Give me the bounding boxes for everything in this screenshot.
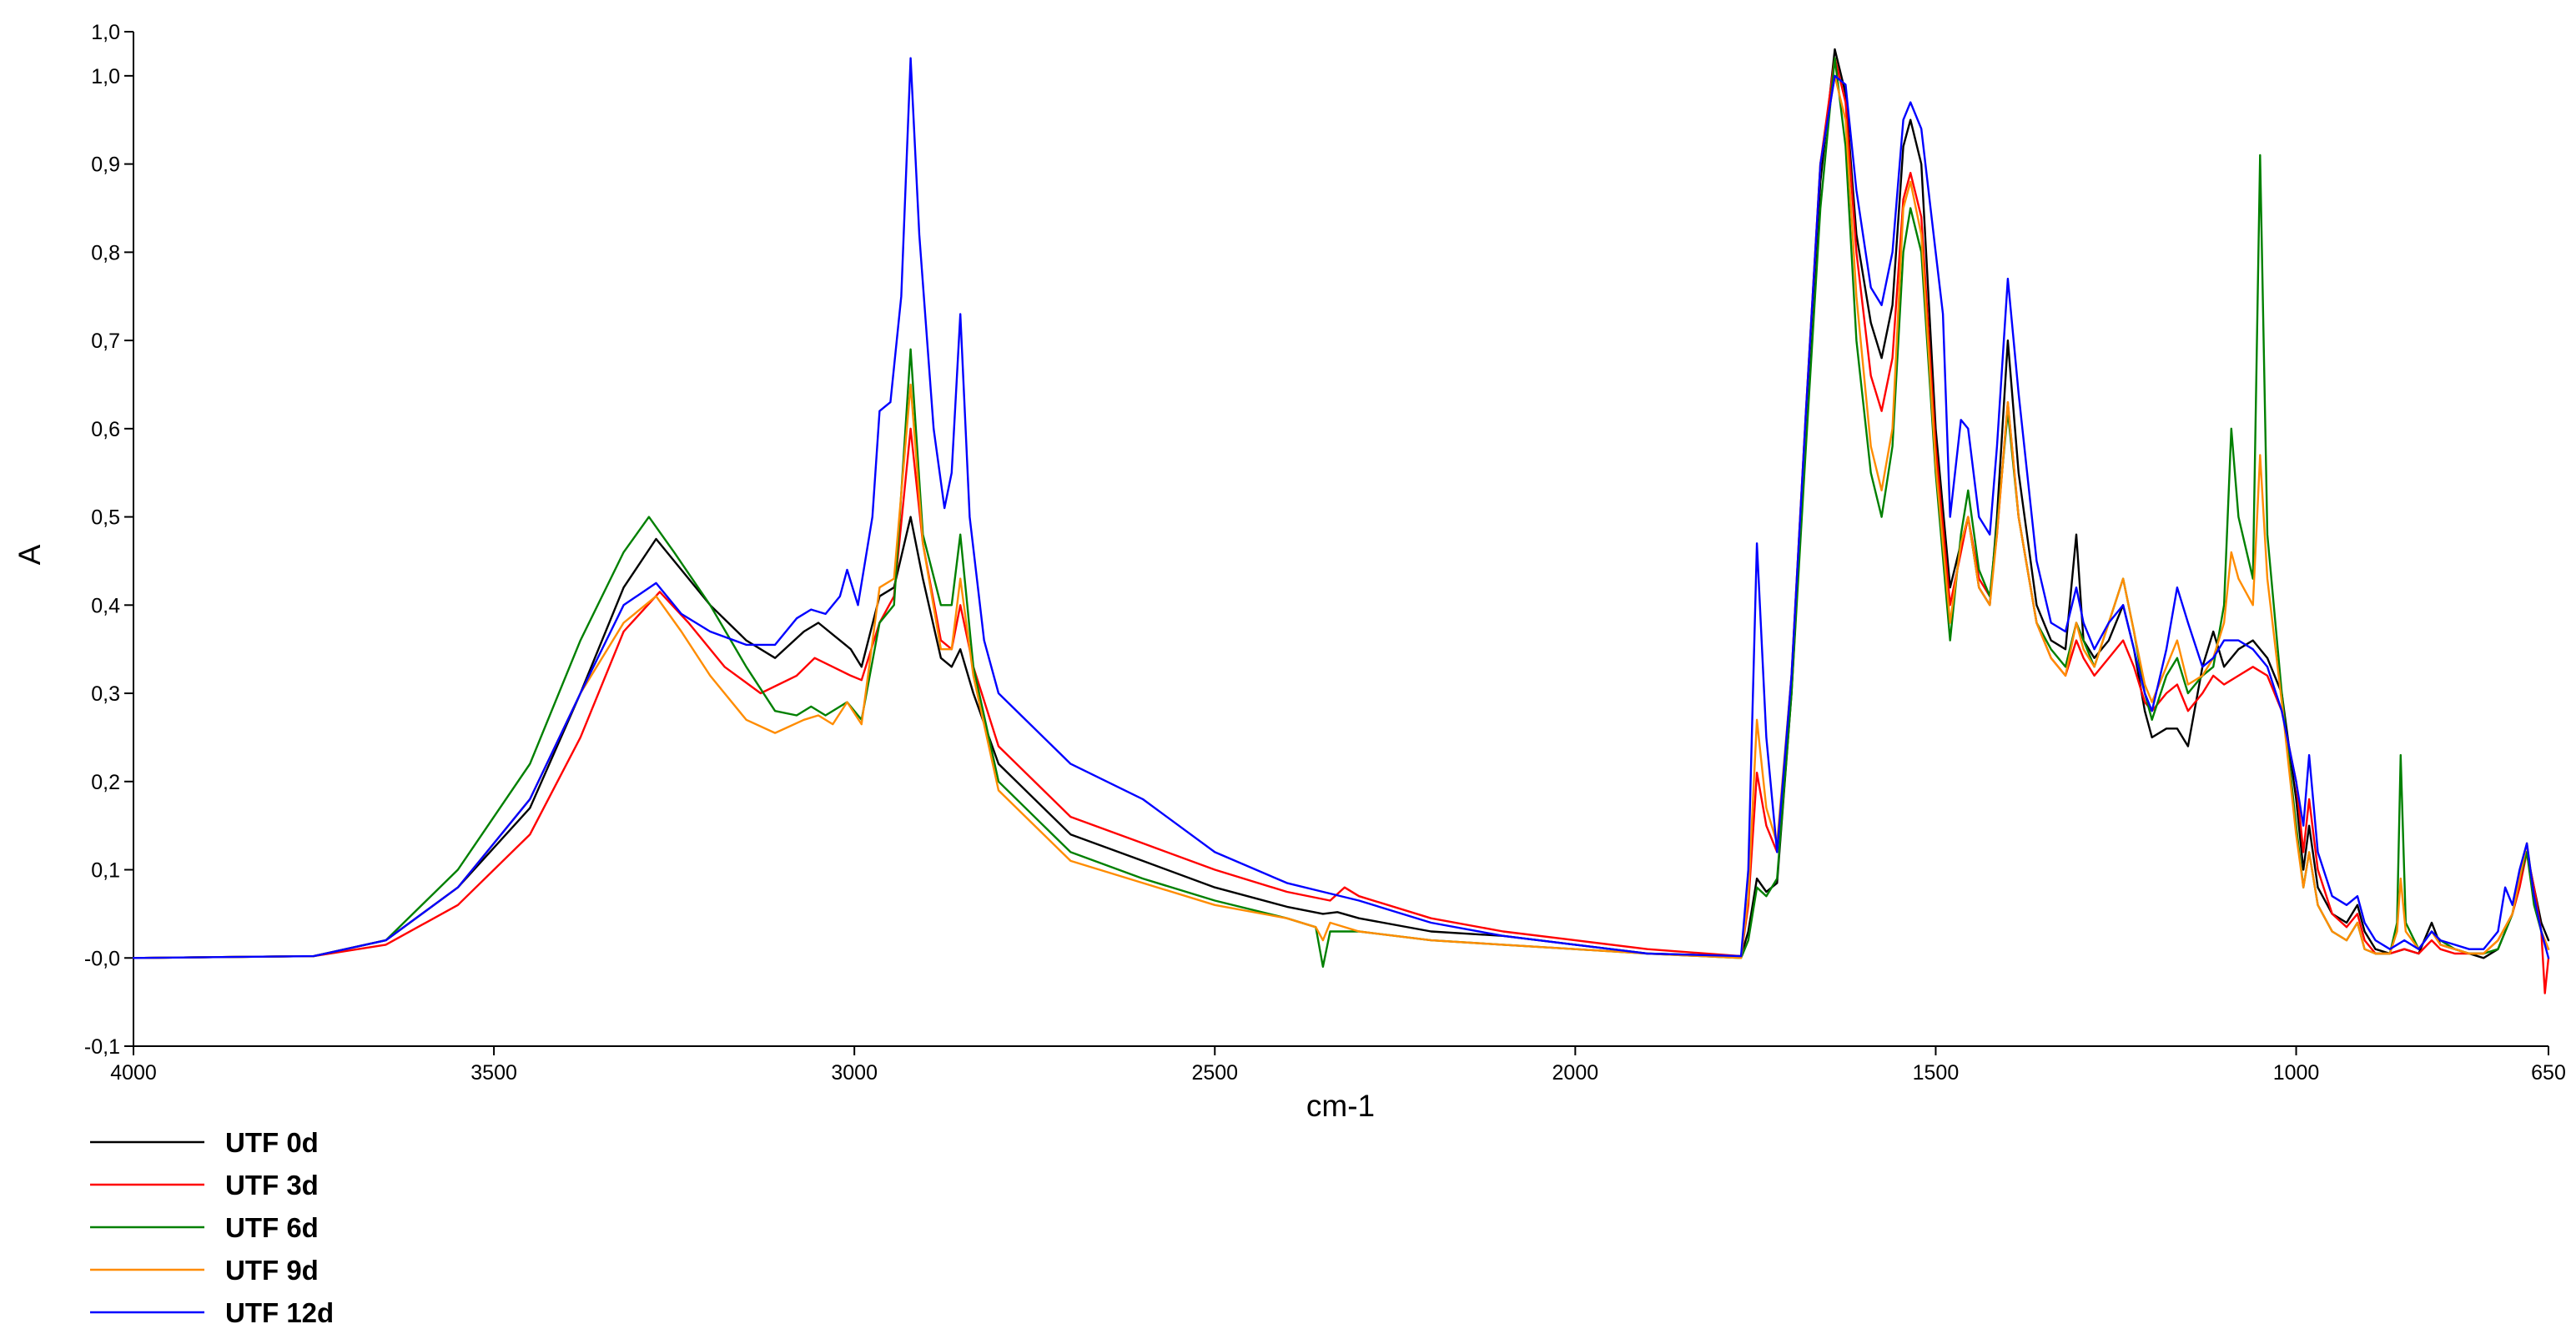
x-tick-label: 2500 <box>1191 1061 1238 1085</box>
y-tick-label: 1,0 <box>91 21 120 44</box>
x-tick-label: 4000 <box>110 1061 157 1085</box>
x-tick-label: 1500 <box>1913 1061 1960 1085</box>
legend: UTF 0d UTF 3d UTF 6d UTF 9d UTF 12d <box>90 1127 334 1328</box>
x-tick-label: 3000 <box>831 1061 878 1085</box>
x-tick-label: 1000 <box>2273 1061 2320 1085</box>
series-line-0 <box>132 48 2550 959</box>
y-axis-ticks: -0,1 -0,0 0,1 0,2 0,3 0,4 0,5 0,6 0,7 0,8 0,9 1,0 1,… <box>84 21 133 1059</box>
y-tick-label: 0,4 <box>91 594 120 617</box>
series-line-3 <box>132 74 2550 959</box>
y-tick-label: 0,2 <box>91 771 120 794</box>
x-tick-label: 3500 <box>470 1061 517 1085</box>
y-tick-label: 0,3 <box>91 682 120 706</box>
series-lines <box>132 48 2550 994</box>
plot-area <box>133 32 2548 1047</box>
y-tick-label: 0,6 <box>91 418 120 441</box>
y-tick-label: 0,7 <box>91 330 120 353</box>
y-tick-label: -0,1 <box>84 1035 120 1059</box>
y-tick-label: 0,1 <box>91 859 120 883</box>
legend-label-3: UTF 9d <box>225 1255 319 1286</box>
legend-label-0: UTF 0d <box>225 1127 319 1158</box>
y-tick-label: 0,8 <box>91 241 120 264</box>
y-tick-label: 0,5 <box>91 506 120 530</box>
y-axis-title: A <box>13 544 47 565</box>
series-line-2 <box>132 57 2550 968</box>
x-axis-title: cm-1 <box>1306 1089 1375 1123</box>
x-axis-ticks: 4000 3500 3000 2500 2000 1500 1000 650 <box>110 1046 2566 1085</box>
x-tick-label: 650 <box>2531 1061 2566 1085</box>
y-tick-label: 1,0 <box>91 65 120 88</box>
y-tick-label: -0,0 <box>84 947 120 970</box>
series-line-4 <box>132 57 2550 959</box>
y-tick-label: 0,9 <box>91 154 120 177</box>
legend-label-4: UTF 12d <box>225 1297 334 1328</box>
legend-label-1: UTF 3d <box>225 1170 319 1201</box>
x-tick-label: 2000 <box>1552 1061 1599 1085</box>
series-line-1 <box>132 57 2550 994</box>
legend-label-2: UTF 6d <box>225 1212 319 1243</box>
